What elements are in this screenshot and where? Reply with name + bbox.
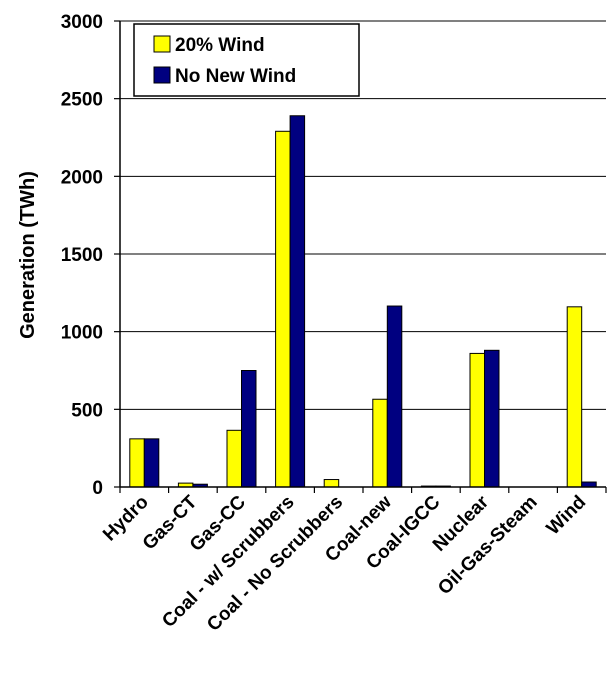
legend-swatch-no-new-wind (153, 66, 171, 84)
y-tick-label: 1500 (61, 245, 103, 266)
y-tick-labels: 0 500 1000 1500 2000 2500 3000 (61, 12, 120, 499)
bar (289, 115, 306, 488)
bar (323, 479, 340, 488)
legend-label-20-wind: 20% Wind (175, 35, 265, 56)
y-axis-title: Generation (TWh) (17, 171, 39, 339)
legend-label-no-new-wind: No New Wind (175, 66, 296, 87)
y-tick-label: 2500 (61, 90, 103, 111)
y-tick-label: 500 (71, 400, 103, 421)
bar (469, 352, 485, 488)
bars (129, 115, 597, 488)
y-tick-label: 1000 (61, 323, 103, 344)
gridlines (120, 20, 606, 410)
bar (484, 349, 500, 488)
bar (226, 429, 242, 488)
bar (386, 305, 403, 488)
y-tick-label: 2000 (61, 167, 103, 188)
legend-swatch-20-wind (153, 35, 171, 53)
bar (275, 130, 291, 488)
legend-box (133, 23, 360, 97)
x-tick-label: Wind (543, 492, 591, 540)
bar (241, 370, 257, 488)
legend: 20% Wind No New Wind (133, 23, 360, 97)
bar (372, 398, 388, 488)
y-tick-label: 0 (92, 478, 103, 499)
bar (129, 438, 145, 488)
bar (143, 438, 160, 488)
y-tick-label: 3000 (61, 12, 103, 33)
bar (566, 306, 583, 488)
